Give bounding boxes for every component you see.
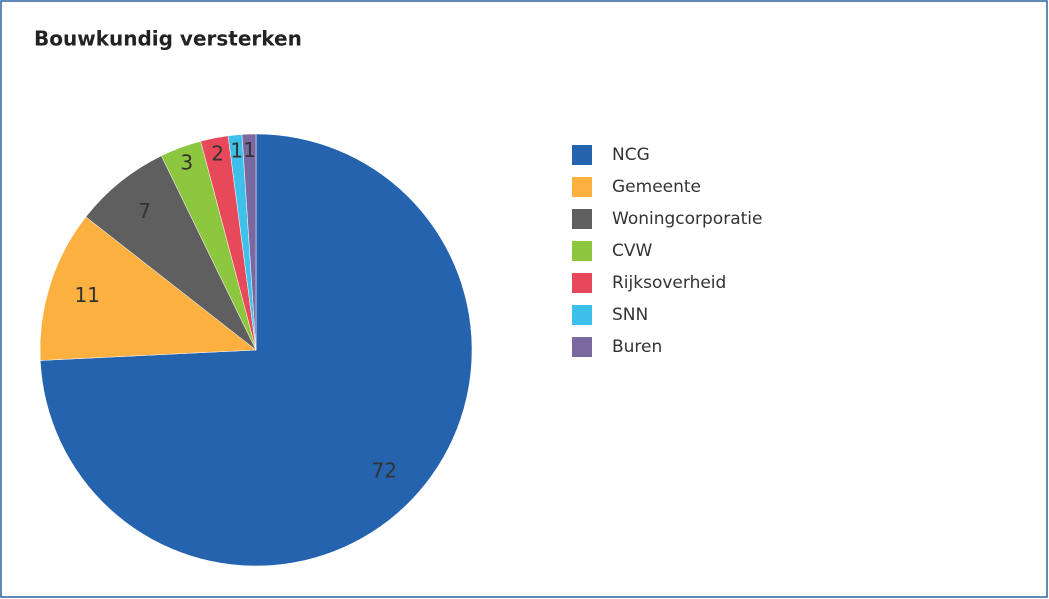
legend-swatch [572,305,592,325]
legend-label: SNN [612,305,648,325]
pie-slice [39,216,257,361]
legend-label: Gemeente [612,177,701,197]
legend-swatch [572,337,592,357]
data-label: 2 [211,142,224,166]
data-label: 1 [243,138,256,162]
legend-label: CVW [612,241,652,261]
data-label: 72 [372,459,397,483]
legend-label: NCG [612,145,650,165]
legend-swatch [572,145,592,165]
data-label: 1 [230,139,243,163]
data-label: 7 [138,199,151,223]
legend-label: Woningcorporatie [612,209,762,229]
chart-title: Bouwkundig versterken [34,27,302,51]
data-label: 3 [180,150,193,174]
pie-slice [241,133,257,351]
legend-label: Buren [612,337,662,357]
legend-label: Rijksoverheid [612,273,726,293]
legend-swatch [572,241,592,261]
legend-swatch [572,209,592,229]
data-label: 11 [74,283,99,307]
legend-swatch [572,273,592,293]
legend-swatch [572,177,592,197]
